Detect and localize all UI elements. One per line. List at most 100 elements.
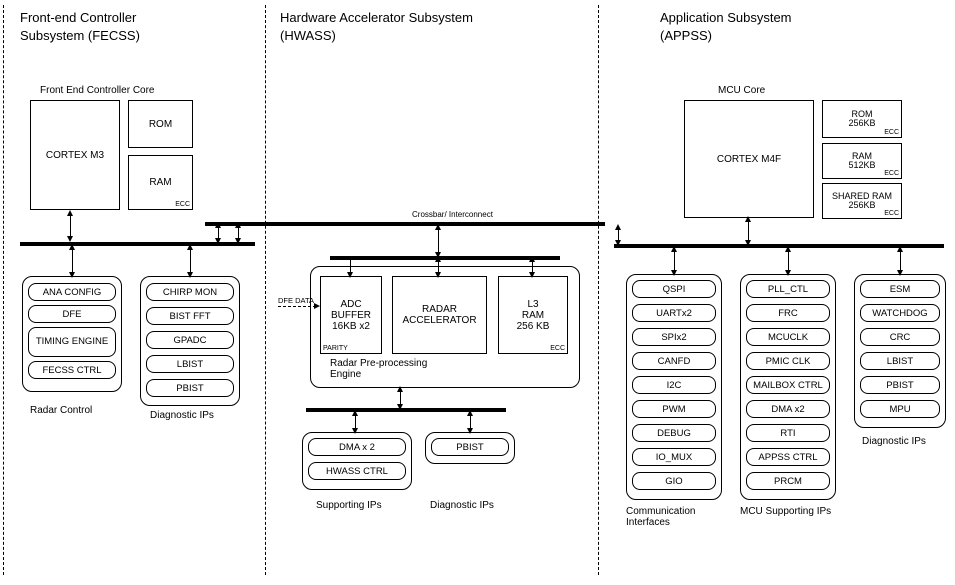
arrow-up-icon	[235, 222, 241, 228]
appss-comm-item-5: PWM	[632, 400, 716, 418]
fecss-radar-item-3: FECSS CTRL	[28, 361, 116, 379]
fecss-ram-text: RAM	[149, 177, 171, 188]
hwass-adc-l3: 16KB x2	[332, 321, 370, 332]
crossbar-label: Crossbar/ Interconnect	[412, 210, 493, 219]
crossbar-hwass	[205, 222, 605, 226]
fecss-radar-item-1: DFE	[28, 305, 116, 323]
arrow-up-icon	[69, 244, 75, 250]
hwass-accel-text: RADAR ACCELERATOR	[400, 304, 480, 326]
hwass-l3-ecc: ECC	[550, 345, 565, 352]
arrow-down-icon	[397, 404, 403, 410]
arrow-down-icon	[67, 236, 73, 242]
title-appss-l1: Application Subsystem	[660, 10, 792, 25]
hwass-l3-l3: 256 KB	[517, 321, 550, 332]
appss-diag-item-2: CRC	[860, 328, 940, 346]
arrow-down-icon	[785, 270, 791, 276]
fecss-diag-caption: Diagnostic IPs	[150, 410, 214, 421]
divider-left-edge	[3, 5, 4, 575]
appss-support-item-8: PRCM	[746, 472, 830, 490]
fecss-diag-item-1: BIST FFT	[146, 307, 234, 325]
fecss-ram-ecc: ECC	[175, 201, 190, 208]
arrow-appss-comm-bus	[674, 250, 675, 272]
hwass-adc: ADC BUFFER 16KB x2 PARITY	[320, 276, 382, 354]
hwass-adc-parity: PARITY	[323, 345, 348, 352]
appss-support-item-5: DMA x2	[746, 400, 830, 418]
divider-hwass-appss	[598, 5, 599, 575]
fecss-diag-item-3: LBIST	[146, 355, 234, 373]
arrow-up-icon	[352, 410, 358, 416]
arrow-down-icon	[187, 272, 193, 278]
appss-support-item-6: RTI	[746, 424, 830, 442]
appss-diag-item-3: LBIST	[860, 352, 940, 370]
appss-support-item-0: PLL_CTL	[746, 280, 830, 298]
appss-diag-caption: Diagnostic IPs	[862, 436, 926, 447]
appss-cpu: CORTEX M4F	[684, 100, 814, 218]
hwass-diag-item-0: PBIST	[431, 438, 509, 456]
appss-rom-l2: 256KB	[848, 119, 875, 128]
fecss-diag-item-0: CHIRP MON	[146, 283, 234, 301]
hwass-l3: L3 RAM 256 KB ECC	[498, 276, 568, 354]
arrow-up-icon	[435, 224, 441, 230]
hwass-engine-caption-text: Radar Pre-processing Engine	[330, 358, 427, 380]
fecss-cpu-text: CORTEX M3	[46, 150, 104, 161]
fecss-ram: RAM ECC	[128, 155, 193, 210]
fecss-radar-item-0: ANA CONFIG	[28, 283, 116, 301]
arrow-hwass-bus-crossbar	[438, 228, 439, 254]
arrow-down-icon	[467, 428, 473, 434]
fecss-rom-text: ROM	[149, 119, 172, 130]
appss-diag-item-1: WATCHDOG	[860, 304, 940, 322]
divider-fecss-hwass	[265, 5, 266, 575]
fecss-core-label: Front End Controller Core	[40, 85, 155, 96]
arrow-down-icon	[435, 252, 441, 258]
appss-support-item-7: APPSS CTRL	[746, 448, 830, 466]
arrow-appss-cpu-bus	[748, 220, 749, 242]
arrow-down-icon	[352, 428, 358, 434]
arrow-down-icon	[745, 240, 751, 246]
arrow-up-icon	[785, 246, 791, 252]
appss-rom-ecc: ECC	[884, 129, 899, 136]
arrow-up-icon	[897, 246, 903, 252]
fecss-cpu: CORTEX M3	[30, 100, 120, 210]
fecss-radar-caption: Radar Control	[30, 405, 92, 416]
hwass-support-item-1: HWASS CTRL	[308, 462, 406, 480]
appss-support-item-3: PMIC CLK	[746, 352, 830, 370]
arrow-up-icon	[187, 244, 193, 250]
arrow-up-icon	[467, 410, 473, 416]
fecss-diag-item-4: PBIST	[146, 379, 234, 397]
hwass-bus	[330, 256, 560, 260]
arrow-down-icon	[235, 238, 241, 244]
fecss-rom: ROM	[128, 100, 193, 148]
arrow-appss-diag-bus	[900, 250, 901, 272]
arrow-up-icon	[397, 386, 403, 392]
arrow-fecss-radar-bus	[72, 248, 73, 274]
arrow-up-icon	[529, 256, 535, 262]
appss-comm-item-2: SPIx2	[632, 328, 716, 346]
appss-comm-item-4: I2C	[632, 376, 716, 394]
arrow-appss-support-bus	[788, 250, 789, 272]
appss-diag-item-5: MPU	[860, 400, 940, 418]
hwass-l3-l1: L3	[527, 299, 538, 310]
dfe-dashed-arrow	[278, 306, 316, 307]
arrow-down-icon	[69, 272, 75, 278]
arrow-up-icon	[745, 216, 751, 222]
title-appss-l2: (APPSS)	[660, 28, 712, 43]
hwass-support-item-0: DMA x 2	[308, 438, 406, 456]
title-hwass-l2: (HWASS)	[280, 28, 336, 43]
appss-rom: ROM 256KB ECC	[822, 100, 902, 138]
arrow-down-icon	[671, 270, 677, 276]
arrow-down-icon	[897, 270, 903, 276]
arrow-up-icon	[671, 246, 677, 252]
arrow-down-icon	[615, 240, 621, 246]
appss-comm-item-0: QSPI	[632, 280, 716, 298]
hwass-engine-caption: Radar Pre-processing Engine	[330, 358, 460, 380]
arrow-down-icon	[347, 272, 353, 278]
arrow-down-icon	[215, 238, 221, 244]
appss-comm-caption-text: Communication Interfaces	[626, 506, 695, 528]
appss-support-item-4: MAILBOX CTRL	[746, 376, 830, 394]
appss-cpu-text: CORTEX M4F	[717, 154, 781, 165]
arrow-fecss-diag-bus	[190, 248, 191, 274]
hwass-adc-l1: ADC	[340, 299, 361, 310]
appss-diag-item-4: PBIST	[860, 376, 940, 394]
appss-core-label: MCU Core	[718, 85, 765, 96]
appss-ram: RAM 512KB ECC	[822, 143, 902, 179]
